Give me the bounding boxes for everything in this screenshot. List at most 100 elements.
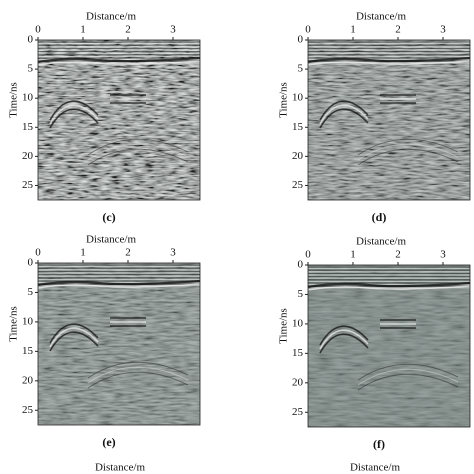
panel-caption: (d) xyxy=(372,210,387,224)
radargram-noise xyxy=(38,40,200,200)
radargram-noise xyxy=(308,265,470,427)
y-axis-label: Time/ns xyxy=(278,82,290,118)
x-tick-label: 1 xyxy=(350,249,356,261)
x-tick-label: 3 xyxy=(440,24,446,36)
hyperbola xyxy=(49,331,99,352)
x-tick-label: 2 xyxy=(395,24,401,36)
x-tick-label: 0 xyxy=(35,247,41,259)
cropped-axis-label: Distance/m xyxy=(350,462,401,474)
x-tick-label: 1 xyxy=(80,247,86,259)
deep-arc xyxy=(357,368,459,386)
y-tick-label: 15 xyxy=(292,121,304,133)
y-tick-label: 10 xyxy=(292,92,304,104)
y-tick-label: 25 xyxy=(292,406,304,418)
y-tick-label: 15 xyxy=(22,345,34,357)
surface-reflection xyxy=(307,281,471,289)
y-tick-label: 15 xyxy=(22,121,34,133)
x-axis-label: Distance/m xyxy=(356,236,407,248)
panel-caption: (f) xyxy=(373,437,385,451)
x-tick-label: 1 xyxy=(350,24,356,36)
plot-frame xyxy=(37,262,201,426)
radargram-noise xyxy=(308,40,470,200)
x-tick-label: 3 xyxy=(170,247,176,259)
radargram-panel: 0 1 2 3 0 5 10 15 20 25 Distance/m Time/ns (e) xyxy=(8,234,201,449)
y-tick-label: 0 xyxy=(298,259,304,271)
cropped-axis-label: Distance/m xyxy=(95,462,146,474)
deep-arc xyxy=(87,138,189,156)
x-axis-label: Distance/m xyxy=(86,234,137,246)
radargram-panel: 0 1 2 3 0 5 10 15 20 25 Distance/m Time/ns (c) xyxy=(8,11,201,224)
y-tick-label: 0 xyxy=(298,34,304,46)
surface-reflection xyxy=(37,56,201,64)
deep-arc xyxy=(357,363,459,381)
hyperbola xyxy=(319,325,369,346)
radargram-panel: 0 1 2 3 0 5 10 15 20 25 Distance/m Time/ns (f) xyxy=(278,236,471,451)
x-tick-label: 2 xyxy=(125,247,131,259)
deep-arc xyxy=(357,138,459,156)
hyperbola xyxy=(49,100,99,121)
deep-arc xyxy=(357,148,459,166)
y-tick-label: 25 xyxy=(22,404,34,416)
hyperbola xyxy=(49,323,99,344)
y-tick-label: 5 xyxy=(298,63,304,75)
surface-reflection xyxy=(307,56,471,64)
radargram-noise xyxy=(38,263,200,425)
surface-reflection xyxy=(37,279,201,287)
x-tick-label: 2 xyxy=(395,249,401,261)
x-axis-label: Distance/m xyxy=(356,11,407,23)
y-axis-label: Time/ns xyxy=(278,308,290,344)
y-axis-label: Time/ns xyxy=(8,82,20,118)
y-tick-label: 5 xyxy=(28,63,34,75)
deep-arc xyxy=(87,371,189,389)
surface-reflection xyxy=(37,283,201,289)
x-tick-label: 0 xyxy=(35,24,41,36)
hyperbola xyxy=(49,327,99,348)
radargram-panel: 0 1 2 3 0 5 10 15 20 25 Distance/m Time/ns (d) xyxy=(278,11,471,224)
y-tick-label: 0 xyxy=(28,257,34,269)
y-tick-label: 25 xyxy=(292,179,304,191)
plot-frame xyxy=(307,264,471,428)
y-tick-label: 20 xyxy=(22,374,34,386)
x-tick-label: 3 xyxy=(170,24,176,36)
y-tick-label: 5 xyxy=(28,286,34,298)
y-tick-label: 20 xyxy=(292,376,304,388)
y-tick-label: 15 xyxy=(292,347,304,359)
y-axis-label: Time/ns xyxy=(8,306,20,342)
deep-arc xyxy=(357,373,459,391)
x-tick-label: 1 xyxy=(80,24,86,36)
plot-frame xyxy=(307,39,471,201)
x-tick-label: 0 xyxy=(305,24,311,36)
surface-reflection xyxy=(37,60,201,66)
panel-caption: (e) xyxy=(102,435,115,449)
x-tick-label: 2 xyxy=(125,24,131,36)
deep-arc xyxy=(87,366,189,384)
deep-arc xyxy=(357,143,459,161)
panel-caption: (c) xyxy=(102,210,115,224)
y-tick-label: 20 xyxy=(22,150,34,162)
deep-arc xyxy=(87,143,189,161)
y-tick-label: 0 xyxy=(28,34,34,46)
x-tick-label: 0 xyxy=(305,249,311,261)
x-axis-label: Distance/m xyxy=(86,11,137,23)
hyperbola xyxy=(319,333,369,354)
y-tick-label: 20 xyxy=(292,150,304,162)
x-tick-label: 3 xyxy=(440,249,446,261)
plot-frame xyxy=(37,39,201,201)
y-tick-label: 10 xyxy=(292,317,304,329)
hyperbola xyxy=(319,108,369,129)
y-tick-label: 5 xyxy=(298,288,304,300)
hyperbola xyxy=(319,104,369,125)
surface-reflection xyxy=(307,285,471,291)
hyperbola xyxy=(319,329,369,350)
y-tick-label: 10 xyxy=(22,315,34,327)
y-tick-label: 25 xyxy=(22,179,34,191)
hyperbola xyxy=(49,104,99,125)
hyperbola xyxy=(49,108,99,129)
surface-reflection xyxy=(307,60,471,66)
hyperbola xyxy=(319,100,369,121)
y-tick-label: 10 xyxy=(22,92,34,104)
deep-arc xyxy=(87,361,189,379)
deep-arc xyxy=(87,148,189,166)
